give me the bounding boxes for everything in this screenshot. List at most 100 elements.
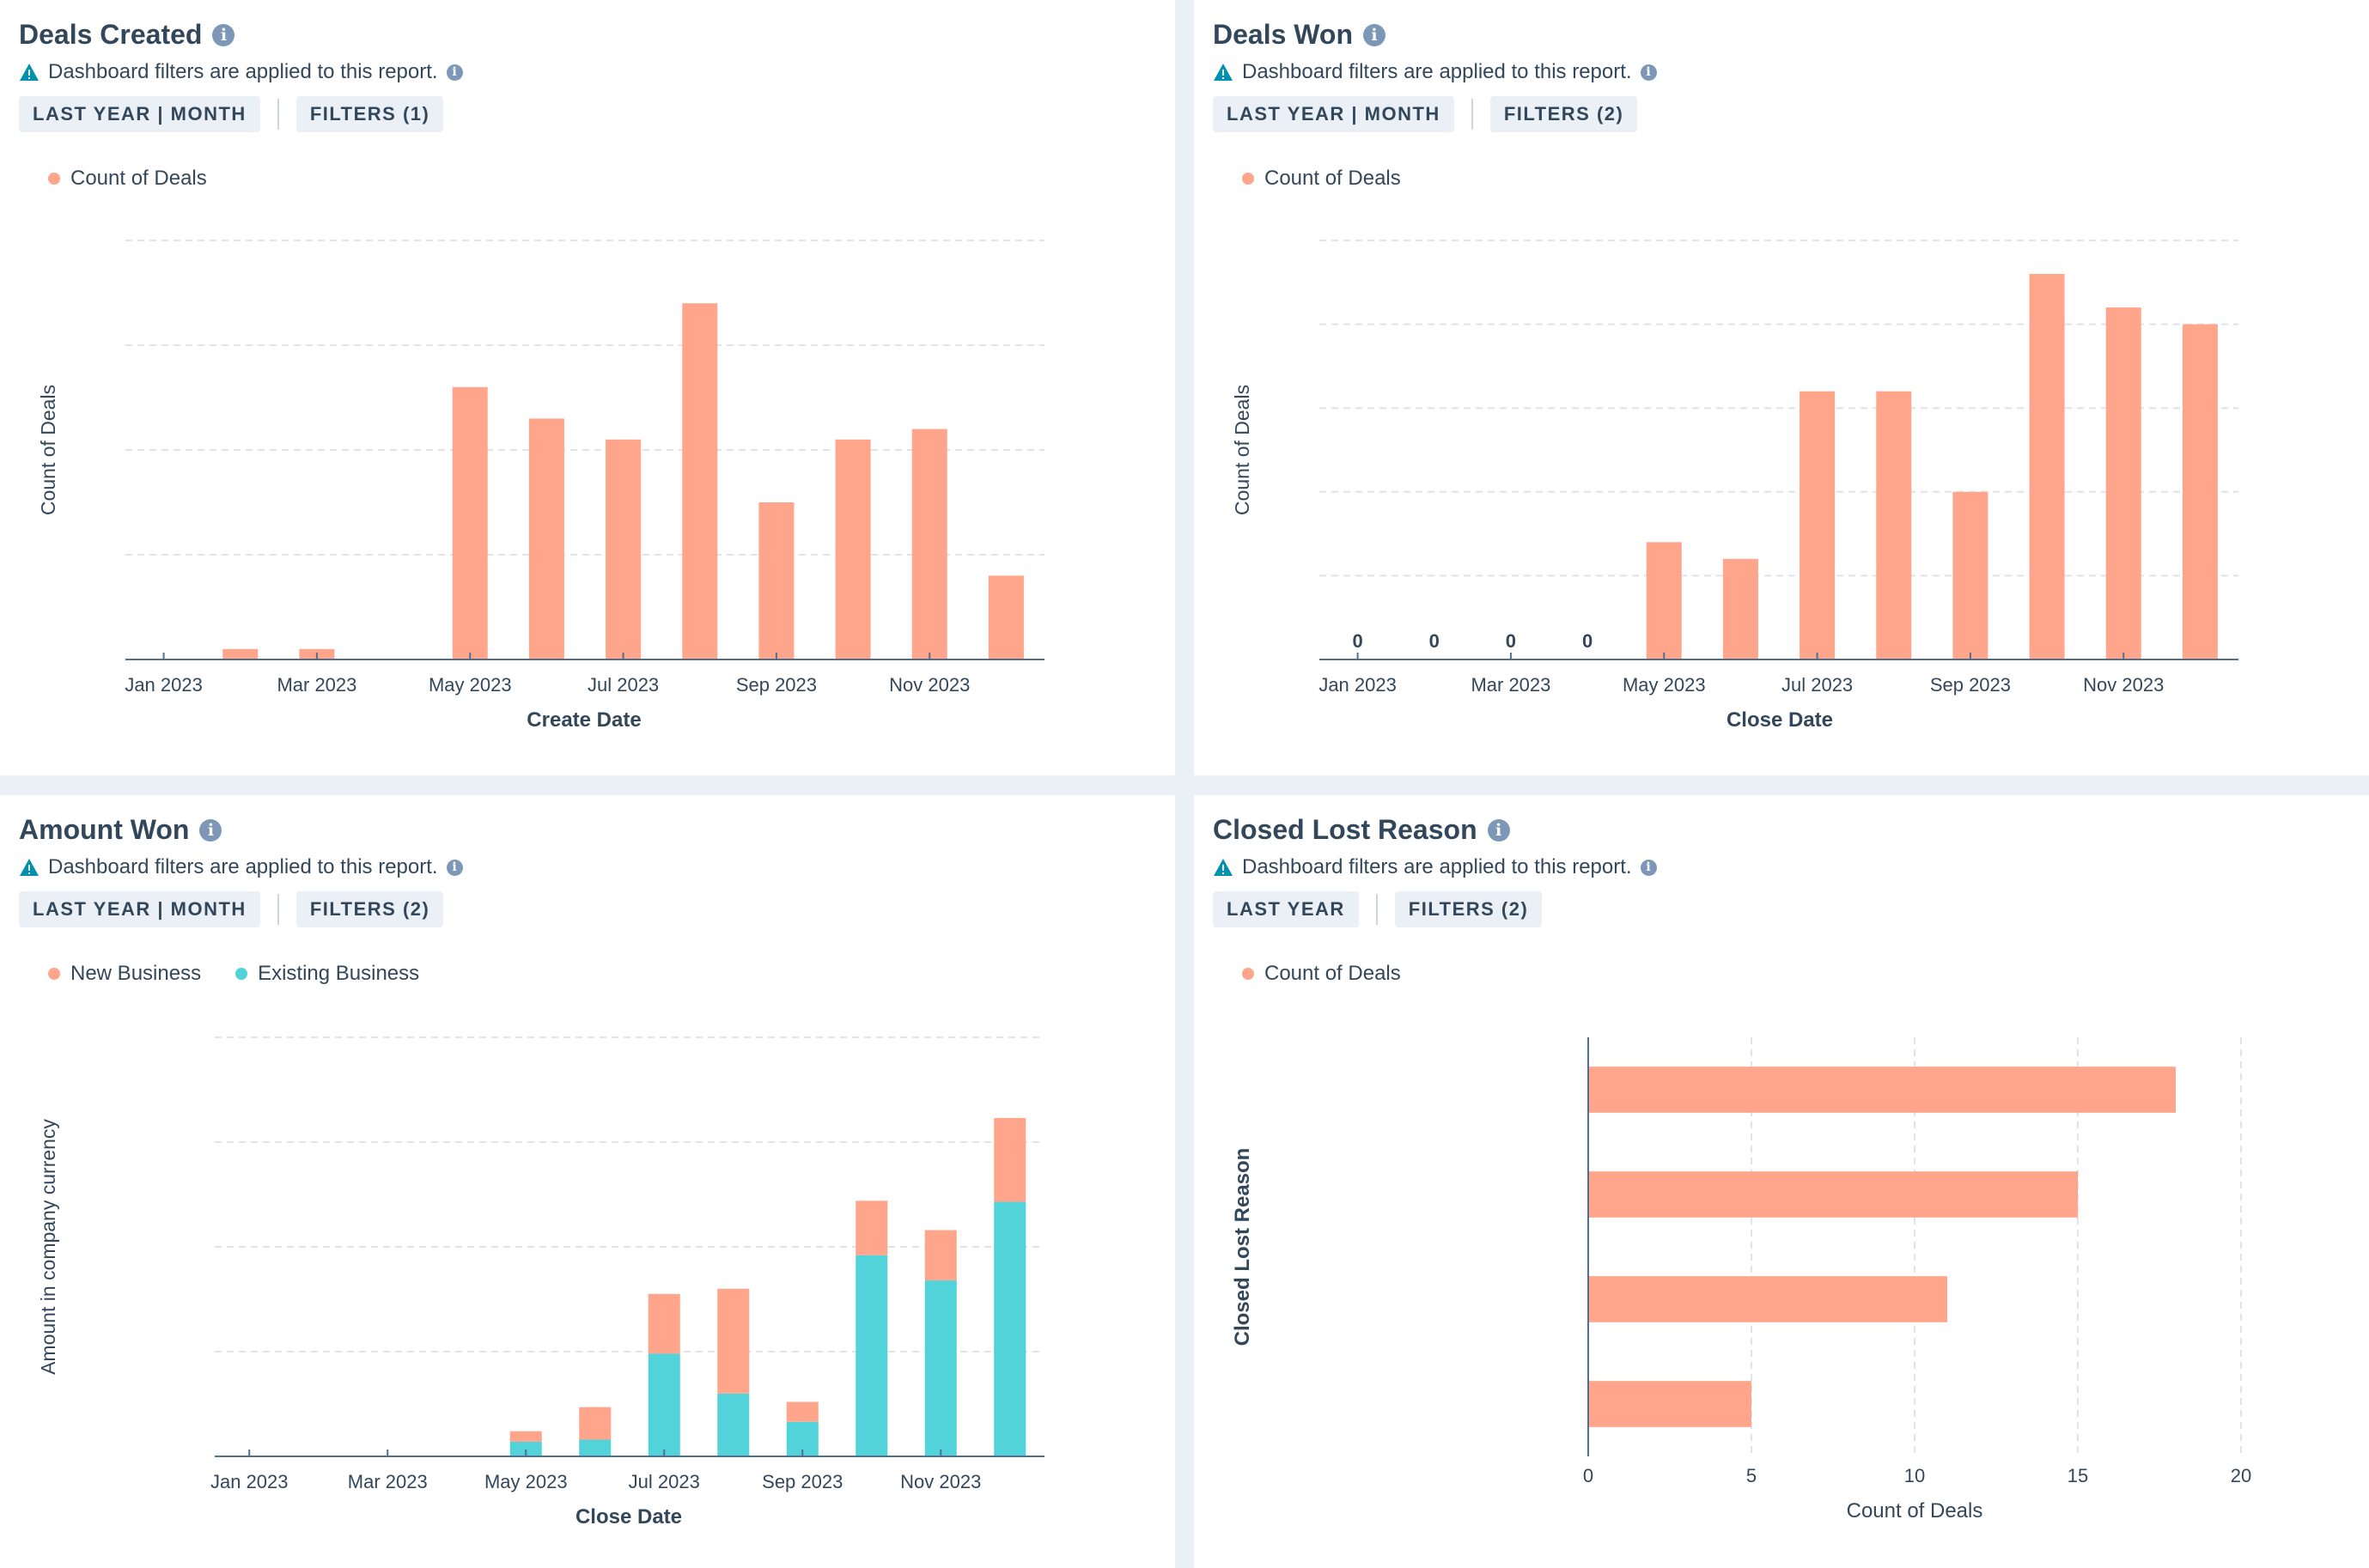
filter-notice-text: Dashboard filters are applied to this re… [48, 855, 438, 878]
info-icon[interactable]: i [1487, 818, 1510, 842]
filter-notice-text: Dashboard filters are applied to this re… [1242, 855, 1632, 878]
existing-business-bar [994, 1201, 1026, 1456]
bar [758, 502, 795, 659]
legend-label: Count of Deals [1264, 962, 1401, 985]
legend-item-existing-business[interactable]: Existing Business [235, 962, 419, 986]
x-tick-label: 10 [1904, 1465, 1925, 1486]
date-range-chip[interactable]: LAST YEAR | MONTH [19, 96, 260, 132]
chip-divider [277, 99, 279, 130]
filters-chip[interactable]: FILTERS (2) [295, 891, 444, 927]
bar [1876, 391, 1912, 659]
x-tick-label: May 2023 [1623, 674, 1706, 696]
x-axis-title: Count of Deals [1847, 1499, 1983, 1522]
card-title: Deals Won i [1213, 19, 1385, 51]
filters-chip[interactable]: FILTERS (1) [295, 96, 444, 132]
info-icon[interactable]: i [212, 23, 235, 46]
warning-icon [20, 64, 39, 81]
report-chips: LAST YEAR | MONTH FILTERS (1) [19, 96, 444, 132]
chip-divider [1375, 894, 1378, 925]
date-range-chip[interactable]: LAST YEAR | MONTH [19, 891, 260, 927]
info-icon[interactable]: i [1363, 23, 1385, 46]
info-icon[interactable]: i [199, 818, 222, 842]
info-icon[interactable]: i [1640, 859, 1657, 876]
filter-notice: Dashboard filters are applied to this re… [1213, 60, 1657, 84]
x-tick-label: Jul 2023 [588, 674, 659, 696]
x-axis-title: Close Date [576, 1505, 682, 1528]
report-chips: LAST YEAR | MONTH FILTERS (2) [1213, 96, 1638, 132]
info-icon[interactable]: i [446, 859, 463, 876]
x-axis-title: Create Date [527, 708, 641, 732]
existing-business-bar [717, 1393, 750, 1456]
legend-label: Count of Deals [1264, 167, 1401, 190]
new-business-bar [786, 1401, 819, 1422]
existing-business-bar [856, 1255, 888, 1456]
legend-swatch [1242, 173, 1254, 185]
chart-legend: Count of Deals [48, 167, 207, 191]
chart-legend: New Business Existing Business [48, 962, 419, 986]
bar [988, 575, 1024, 659]
filters-chip[interactable]: FILTERS (2) [1394, 891, 1543, 927]
chip-divider [1471, 99, 1473, 130]
legend-label: Existing Business [258, 962, 420, 985]
bar [835, 439, 871, 659]
bar [2105, 307, 2141, 659]
bar [452, 386, 488, 659]
legend-swatch [235, 968, 248, 980]
filter-notice: Dashboard filters are applied to this re… [19, 60, 463, 84]
report-chips: LAST YEAR FILTERS (2) [1213, 891, 1543, 927]
bar [2029, 274, 2065, 659]
card-title-text: Deals Won [1213, 19, 1353, 50]
existing-business-bar [579, 1439, 612, 1456]
chart-legend: Count of Deals [1242, 167, 1401, 191]
x-tick-label: 5 [1746, 1465, 1757, 1486]
x-tick-label: Mar 2023 [277, 674, 356, 696]
x-tick-label: Nov 2023 [900, 1471, 981, 1492]
legend-item-count-of-deals[interactable]: Count of Deals [48, 167, 207, 191]
card-title: Closed Lost Reason i [1213, 814, 1510, 846]
bar [1588, 1276, 1947, 1322]
bar [682, 303, 718, 659]
bar [1646, 542, 1682, 659]
amount-won-chart: Jan 2023 Mar 2023 May 2023 Jul 2023 Sep 2023… [37, 1036, 1044, 1528]
y-axis-title: Closed Lost Reason [1231, 1148, 1254, 1346]
x-tick-label: Sep 2023 [736, 674, 817, 696]
new-business-bar [509, 1431, 542, 1442]
info-icon[interactable]: i [446, 64, 463, 81]
y-axis-title: Amount in company currency [37, 1119, 59, 1375]
bar [606, 439, 642, 659]
x-tick-label: Jan 2023 [210, 1471, 289, 1492]
deals-created-card: Jan 2023 Mar 2023 May 2023 Jul 2023 Sep 2023… [0, 0, 1175, 775]
new-business-bar [924, 1230, 957, 1281]
x-tick-label: 15 [2068, 1465, 2088, 1486]
x-tick-label: Nov 2023 [2083, 674, 2164, 696]
chart-legend: Count of Deals [1242, 962, 1401, 986]
zero-data-label: 0 [1429, 630, 1440, 652]
new-business-bar [717, 1288, 750, 1394]
x-tick-label: Nov 2023 [889, 674, 970, 696]
amount-won-card: Jan 2023 Mar 2023 May 2023 Jul 2023 Sep 2023… [0, 795, 1175, 1568]
zero-data-label: 0 [1506, 630, 1516, 652]
x-tick-label: Sep 2023 [762, 1471, 843, 1492]
legend-swatch [48, 968, 60, 980]
info-icon[interactable]: i [1640, 64, 1657, 81]
deals-won-card: 0 0 0 0 Jan 2023 Mar 2023 May 2023 Jul 2023 Sep … [1194, 0, 2369, 775]
bar [1952, 491, 1988, 659]
existing-business-bar [924, 1280, 957, 1456]
warning-icon [1214, 859, 1233, 876]
bar [2182, 324, 2218, 659]
filters-chip[interactable]: FILTERS (2) [1489, 96, 1638, 132]
legend-item-new-business[interactable]: New Business [48, 962, 201, 986]
closed-lost-reason-chart: 0 5 10 15 20 Count of Deals Closed Lost Reason [1231, 1037, 2251, 1522]
date-range-chip[interactable]: LAST YEAR | MONTH [1213, 96, 1454, 132]
card-title: Amount Won i [19, 814, 222, 846]
new-business-bar [579, 1407, 612, 1440]
filter-notice-text: Dashboard filters are applied to this re… [48, 60, 438, 83]
bar [222, 648, 259, 659]
x-tick-label: Jul 2023 [1781, 674, 1853, 696]
date-range-chip[interactable]: LAST YEAR [1213, 891, 1359, 927]
zero-data-label: 0 [1582, 630, 1593, 652]
legend-item-count-of-deals[interactable]: Count of Deals [1242, 167, 1401, 191]
filter-notice: Dashboard filters are applied to this re… [19, 855, 463, 879]
x-tick-label: 20 [2231, 1465, 2251, 1486]
legend-item-count-of-deals[interactable]: Count of Deals [1242, 962, 1401, 986]
